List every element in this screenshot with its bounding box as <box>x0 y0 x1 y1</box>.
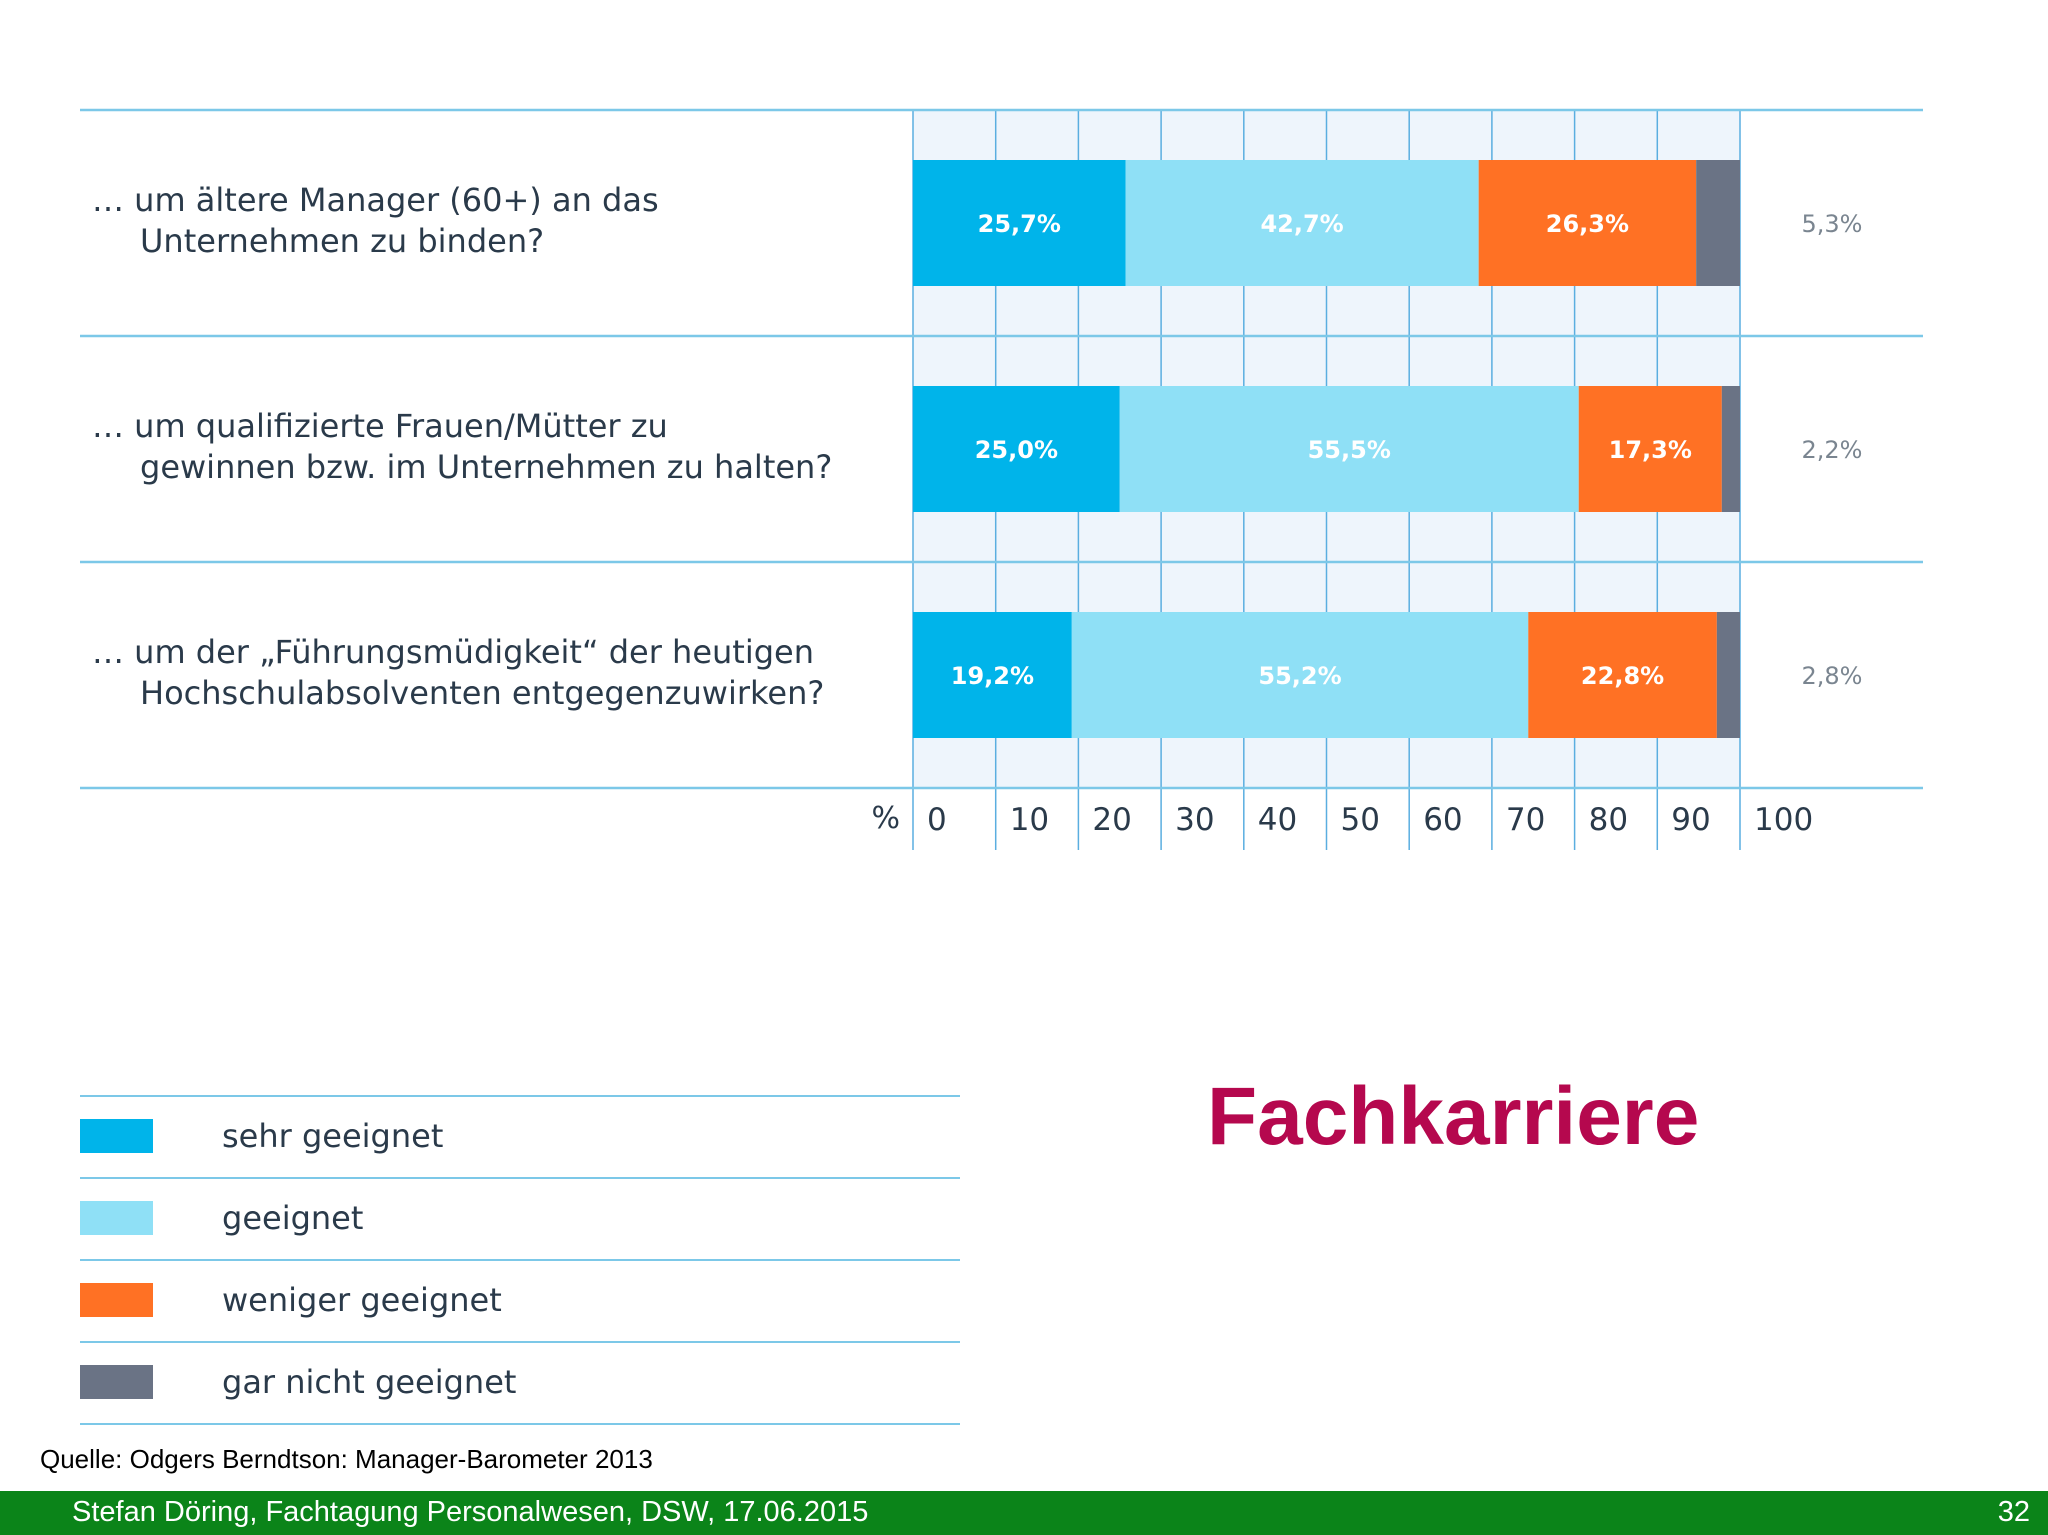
legend-swatch-weniger-geeignet <box>80 1283 153 1317</box>
legend-label-gar-nicht-geeignet: gar nicht geeignet <box>222 1363 517 1401</box>
page-number: 32 <box>1997 1496 2030 1528</box>
x-tick-label-40: 40 <box>1258 802 1297 838</box>
question-3-line-1: … um der „Führungsmüdigkeit“ der heutige… <box>92 633 815 671</box>
bar-1-gar-nicht-geeignet <box>1696 160 1740 286</box>
legend-label-sehr-geeignet: sehr geeignet <box>222 1117 444 1155</box>
question-2-line-1: … um qualifizierte Frauen/Mütter zu <box>92 407 668 445</box>
data-label-2-1: 25,0% <box>975 436 1058 464</box>
bar-3-sehr-geeignet <box>913 612 1072 738</box>
question-3-line-2: Hochschulabsolventen entgegenzuwirken? <box>140 674 825 712</box>
bar-1-geeignet <box>1125 160 1479 286</box>
bar-3-geeignet <box>1071 612 1529 738</box>
legend-item-sehr-geeignet: sehr geeignet <box>80 1095 960 1177</box>
data-label-3-2: 55,2% <box>1258 662 1341 690</box>
question-label-2: … um qualifizierte Frauen/Mütter zu gewi… <box>92 406 902 488</box>
data-label-3-1: 19,2% <box>951 662 1034 690</box>
question-2-line-2: gewinnen bzw. im Unternehmen zu halten? <box>140 448 833 486</box>
x-tick-label-10: 10 <box>1010 802 1049 838</box>
bar-2-sehr-geeignet <box>913 386 1120 512</box>
legend-item-weniger-geeignet: weniger geeignet <box>80 1259 960 1341</box>
legend-item-geeignet: geeignet <box>80 1177 960 1259</box>
bar-2-geeignet <box>1119 386 1579 512</box>
x-tick-label-50: 50 <box>1341 802 1380 838</box>
data-label-2-2: 55,5% <box>1308 436 1391 464</box>
x-axis-unit: % <box>871 801 900 836</box>
footer-bar: Stefan Döring, Fachtagung Personalwesen,… <box>0 1491 2048 1535</box>
source-note: Quelle: Odgers Berndtson: Manager-Barome… <box>40 1444 653 1474</box>
question-1-line-2: Unternehmen zu binden? <box>140 222 545 260</box>
legend-swatch-gar-nicht-geeignet <box>80 1365 153 1399</box>
x-tick-label-30: 30 <box>1175 802 1214 838</box>
legend-swatch-geeignet <box>80 1201 153 1235</box>
legend-label-weniger-geeignet: weniger geeignet <box>222 1281 502 1319</box>
legend-swatch-sehr-geeignet <box>80 1119 153 1153</box>
data-label-2-4: 2,2% <box>1802 436 1863 464</box>
data-label-2-3: 17,3% <box>1609 436 1692 464</box>
legend-label-geeignet: geeignet <box>222 1199 364 1237</box>
x-tick-label-70: 70 <box>1506 802 1545 838</box>
chart-legend: sehr geeignet geeignet weniger geeignet … <box>80 1095 960 1425</box>
question-1-line-1: … um ältere Manager (60+) an das <box>92 181 659 219</box>
x-tick-label-0: 0 <box>927 802 947 838</box>
bar-1-sehr-geeignet <box>913 160 1126 286</box>
x-tick-label-20: 20 <box>1092 802 1131 838</box>
bar-2-weniger-geeignet <box>1578 386 1722 512</box>
bar-1-weniger-geeignet <box>1478 160 1697 286</box>
data-label-3-3: 22,8% <box>1581 662 1664 690</box>
bar-3-gar-nicht-geeignet <box>1716 612 1740 738</box>
data-label-1-3: 26,3% <box>1546 210 1629 238</box>
footer-text: Stefan Döring, Fachtagung Personalwesen,… <box>72 1496 869 1528</box>
bar-2-gar-nicht-geeignet <box>1721 386 1740 512</box>
question-label-3: … um der „Führungsmüdigkeit“ der heutige… <box>92 632 902 714</box>
headline: Fachkarriere <box>1207 1071 1700 1162</box>
bar-3-weniger-geeignet <box>1528 612 1717 738</box>
x-tick-label-60: 60 <box>1423 802 1462 838</box>
question-label-1: … um ältere Manager (60+) an das Unterne… <box>92 180 902 262</box>
x-tick-label-90: 90 <box>1671 802 1710 838</box>
x-tick-label-100: 100 <box>1754 802 1813 838</box>
stacked-bar-chart: 25,7% 42,7% 26,3% 5,3% 25,0% 55,5% 17,3% 2,2% 19… <box>80 108 1923 850</box>
data-label-1-1: 25,7% <box>978 210 1061 238</box>
legend-item-gar-nicht-geeignet: gar nicht geeignet <box>80 1341 960 1425</box>
x-tick-label-80: 80 <box>1589 802 1628 838</box>
data-label-3-4: 2,8% <box>1802 662 1863 690</box>
data-label-1-2: 42,7% <box>1260 210 1343 238</box>
data-label-1-4: 5,3% <box>1802 210 1863 238</box>
